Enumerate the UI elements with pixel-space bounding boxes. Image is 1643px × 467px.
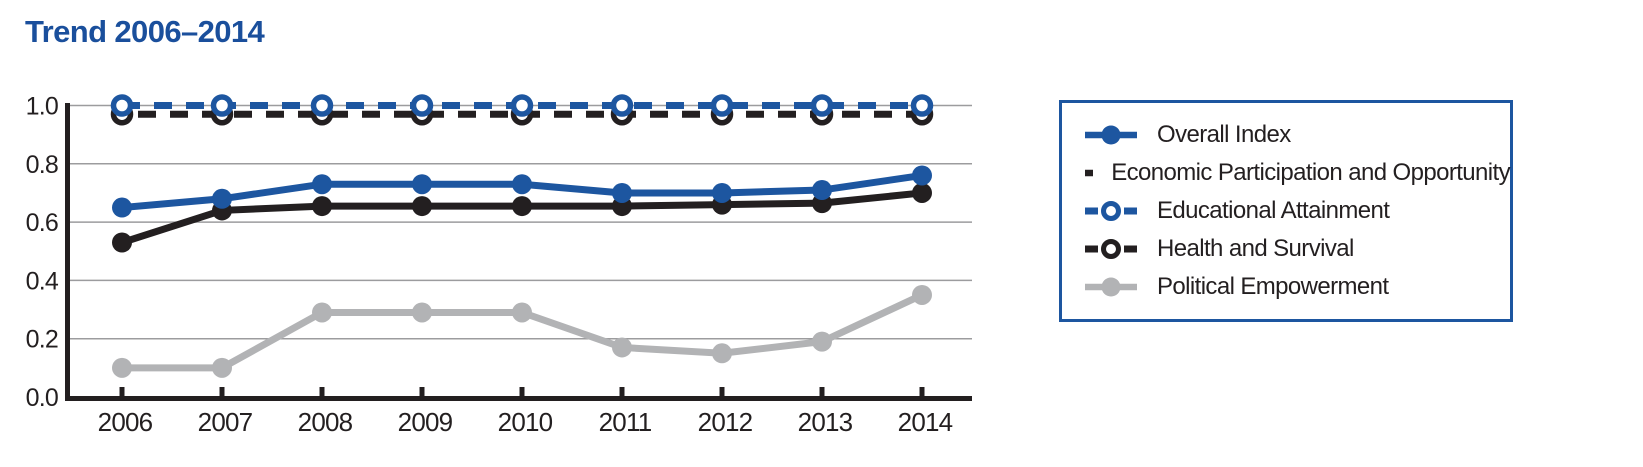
legend-symbol-solid-line (1085, 169, 1094, 177)
trend-chart: 1.0 0.8 0.6 0.4 0.2 0.0 2006 2007 2008 2009 2010 20… (26, 93, 972, 437)
legend-item: Political Empowerment (1083, 268, 1510, 306)
x-axis-line (65, 396, 972, 401)
legend-item-label: Educational Attainment (1157, 197, 1390, 224)
y-tick-label: 0.8 (26, 151, 58, 179)
legend-symbol-solid-line (1085, 125, 1137, 145)
x-tick-label: 2011 (599, 407, 652, 437)
legend-item: Economic Participation and Opportunity (1083, 154, 1511, 192)
series-political-empowerment (112, 284, 932, 378)
x-tick-label: 2014 (898, 407, 953, 437)
x-tick-label: 2008 (298, 407, 353, 437)
series-markers-political-empowerment (112, 284, 932, 378)
legend-item-label: Political Empowerment (1157, 273, 1389, 300)
x-tick (819, 387, 825, 396)
y-tick-label: 0.0 (26, 384, 58, 412)
x-tick-label: 2013 (798, 407, 853, 437)
x-tick-label: 2012 (698, 407, 753, 437)
legend: Overall Index Economic Participation and … (1059, 100, 1513, 322)
series-educational-attainment (110, 94, 934, 117)
legend-item: Health and Survival (1083, 230, 1510, 268)
legend-symbol-dashed-open-circle (1085, 201, 1137, 221)
x-tick (719, 387, 725, 396)
x-tick (919, 387, 925, 396)
series-markers-educational-attainment (110, 94, 934, 117)
y-axis-line (65, 103, 70, 401)
y-tick-label: 0.2 (26, 326, 58, 354)
x-tick (519, 387, 525, 396)
series-economic-participation-and-opportunity (112, 182, 932, 253)
x-tick (419, 387, 425, 396)
x-tick-label: 2010 (498, 407, 553, 437)
legend-symbol-solid-line (1085, 277, 1137, 297)
series-markers-economic-participation-and-opportunity (112, 182, 932, 253)
y-tick-label: 0.6 (26, 209, 58, 237)
x-tick-label: 2006 (98, 407, 153, 437)
x-tick (619, 387, 625, 396)
legend-item-label: Overall Index (1157, 121, 1291, 148)
series-overall-index (112, 165, 932, 218)
x-tick (219, 387, 225, 396)
series-markers-overall-index (112, 165, 932, 218)
legend-item: Educational Attainment (1083, 192, 1510, 230)
x-tick-label: 2009 (398, 407, 453, 437)
x-tick (319, 387, 325, 396)
legend-item-label: Economic Participation and Opportunity (1111, 159, 1510, 186)
x-tick (119, 387, 125, 396)
legend-symbol-dashed-open-circle (1085, 239, 1137, 259)
chart-title: Trend 2006–2014 (25, 14, 265, 49)
x-tick-label: 2007 (198, 407, 253, 437)
y-tick-label: 0.4 (26, 267, 59, 295)
y-tick-label: 1.0 (26, 93, 58, 121)
legend-item-label: Health and Survival (1157, 235, 1354, 262)
legend-item: Overall Index (1083, 116, 1510, 154)
